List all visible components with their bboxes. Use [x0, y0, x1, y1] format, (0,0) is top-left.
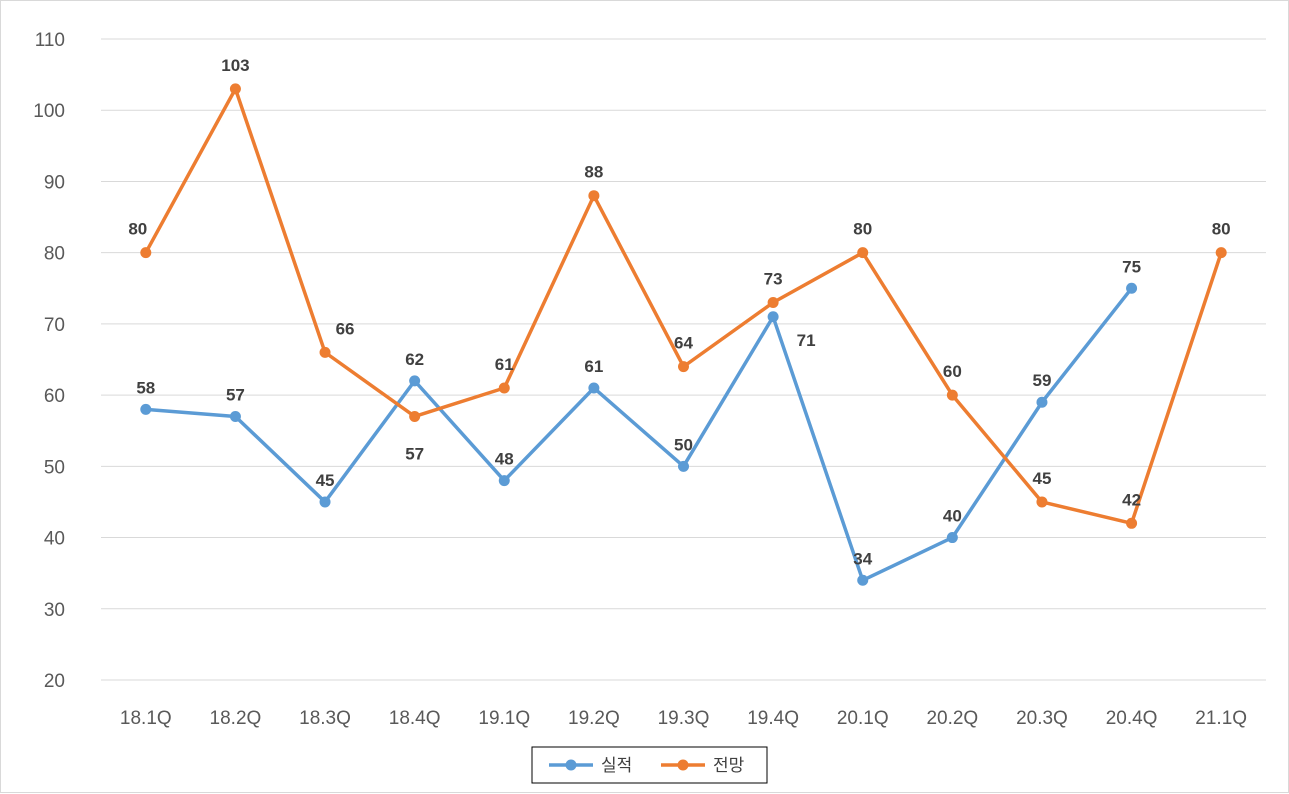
y-tick-label: 20	[44, 671, 65, 692]
data-point	[320, 347, 331, 358]
legend-marker	[678, 760, 689, 771]
y-tick-label: 70	[44, 315, 65, 336]
x-tick-label: 18.4Q	[389, 708, 441, 729]
x-tick-label: 20.3Q	[1016, 708, 1068, 729]
data-label: 75	[1122, 257, 1141, 276]
data-point	[140, 247, 151, 258]
data-point	[678, 461, 689, 472]
x-tick-label: 20.4Q	[1106, 708, 1158, 729]
x-tick-label: 20.1Q	[837, 708, 889, 729]
legend: 실적 전망	[532, 747, 767, 783]
data-label: 48	[495, 450, 514, 469]
data-point	[499, 475, 510, 486]
data-label: 80	[128, 220, 147, 239]
data-point	[1036, 496, 1047, 507]
x-tick-label: 18.2Q	[210, 708, 262, 729]
data-point	[947, 532, 958, 543]
data-label: 42	[1122, 490, 1141, 509]
data-point	[678, 361, 689, 372]
series-line	[146, 89, 1221, 523]
legend-label: 전망	[713, 756, 745, 776]
x-tick-label: 20.2Q	[926, 708, 978, 729]
data-label: 71	[797, 331, 816, 350]
x-tick-label: 19.3Q	[658, 708, 710, 729]
data-point	[1216, 247, 1227, 258]
data-label: 62	[405, 350, 424, 369]
y-tick-label: 80	[44, 244, 65, 265]
data-label: 80	[853, 220, 872, 239]
data-label: 57	[226, 385, 245, 404]
data-point	[140, 404, 151, 415]
data-point	[320, 496, 331, 507]
x-tick-label: 18.1Q	[120, 708, 172, 729]
data-label: 64	[674, 334, 693, 353]
data-point	[768, 297, 779, 308]
legend-label: 실적	[601, 756, 632, 776]
data-point	[1126, 518, 1137, 529]
data-label: 34	[853, 549, 872, 568]
x-tick-label: 19.1Q	[478, 708, 530, 729]
series-1	[140, 283, 1137, 586]
data-point	[857, 575, 868, 586]
y-tick-label: 100	[33, 101, 65, 122]
data-label: 40	[943, 507, 962, 526]
y-tick-label: 90	[44, 172, 65, 193]
data-label: 45	[316, 471, 335, 490]
x-tick-label: 18.3Q	[299, 708, 351, 729]
data-label: 50	[674, 435, 693, 454]
x-tick-label: 19.4Q	[747, 708, 799, 729]
legend-marker	[566, 760, 577, 771]
data-label: 57	[405, 444, 424, 463]
data-label: 58	[136, 378, 155, 397]
y-tick-label: 40	[44, 529, 65, 550]
data-label: 45	[1033, 469, 1052, 488]
x-tick-label: 21.1Q	[1195, 708, 1247, 729]
data-point	[768, 311, 779, 322]
data-point	[947, 390, 958, 401]
y-tick-label: 60	[44, 386, 65, 407]
data-point	[499, 382, 510, 393]
x-tick-label: 19.2Q	[568, 708, 620, 729]
data-label: 73	[764, 270, 783, 289]
data-point	[409, 411, 420, 422]
y-tick-label: 30	[44, 600, 65, 621]
data-label: 88	[584, 163, 603, 182]
data-point	[1126, 283, 1137, 294]
data-point	[1036, 397, 1047, 408]
y-tick-label: 50	[44, 457, 65, 478]
data-point	[409, 375, 420, 386]
data-label: 103	[221, 56, 249, 75]
data-point	[588, 190, 599, 201]
data-point	[230, 411, 241, 422]
data-label: 61	[584, 357, 603, 376]
data-label: 61	[495, 355, 514, 374]
data-point	[230, 83, 241, 94]
data-label: 59	[1033, 371, 1052, 390]
data-point	[588, 382, 599, 393]
y-tick-label: 110	[35, 30, 65, 51]
data-point	[857, 247, 868, 258]
data-label: 66	[336, 319, 355, 338]
data-label: 60	[943, 362, 962, 381]
data-label: 80	[1212, 220, 1231, 239]
